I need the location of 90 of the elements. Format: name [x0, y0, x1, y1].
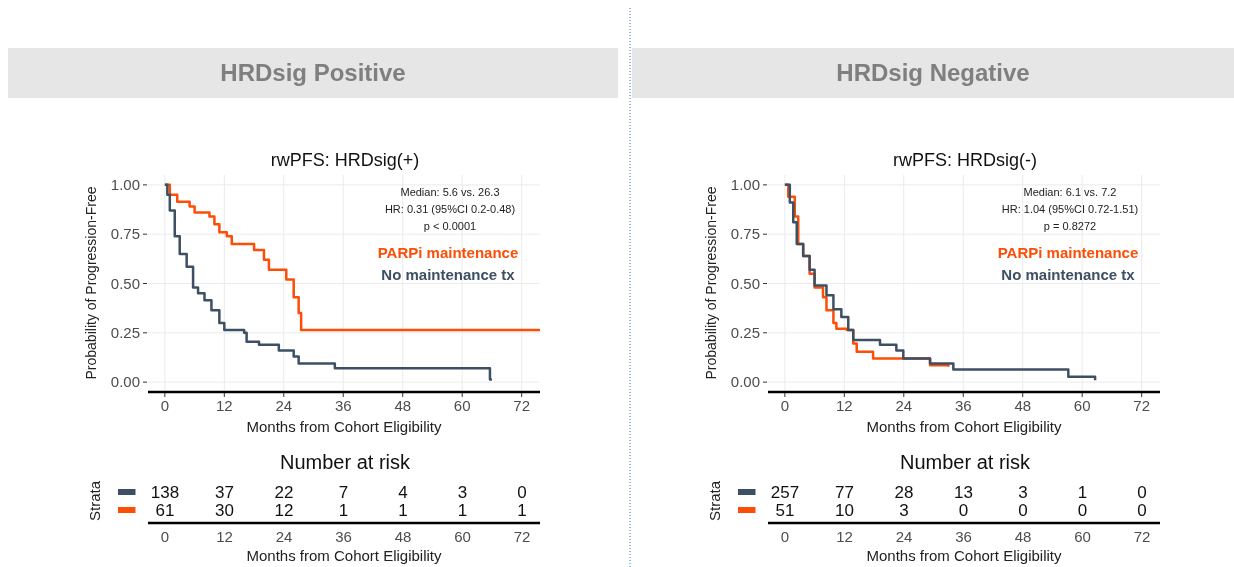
x-tick-label: 12	[835, 397, 853, 414]
x-tick-label: 36	[335, 528, 352, 545]
x-tick-label: 0	[780, 397, 790, 414]
x-tick-label: 72	[1133, 397, 1151, 414]
data-label: 0	[1018, 501, 1028, 520]
x-tick-label: 60	[1073, 397, 1091, 414]
chart-subtitle: rwPFS: HRDsig(-)	[893, 150, 1037, 170]
data-label: 1	[398, 501, 408, 520]
x-tick-label: 48	[1014, 397, 1032, 414]
y-tick-label: 0.25	[730, 324, 760, 342]
x-tick-label: 36	[954, 397, 972, 414]
annotation: p = 0.8272	[1043, 220, 1097, 232]
x-tick-label: 12	[215, 397, 233, 414]
data-label: 0	[1137, 483, 1147, 502]
x-tick-label: 0	[160, 397, 170, 414]
y-tick-label: 0.75	[730, 225, 760, 243]
x-tick-label: 24	[895, 397, 913, 414]
y-tick-label: 1.00	[110, 176, 140, 194]
x-tick-label: 24	[275, 528, 293, 545]
y-axis-title: Strata	[706, 480, 723, 522]
data-label: 61	[155, 501, 175, 520]
data-label: 0	[517, 483, 527, 502]
x-tick-label: 72	[1133, 528, 1151, 545]
y-tick-label: 0.50	[730, 274, 760, 292]
data-label: 30	[215, 501, 234, 520]
chart-title: Number at risk	[279, 451, 412, 473]
y-tick-label: 1.00	[730, 176, 760, 194]
x-tick-label: 36	[955, 528, 972, 545]
x-axis-title: Months from Cohort Eligibility	[246, 547, 443, 564]
chart-title: Number at risk	[899, 451, 1032, 473]
x-tick-label: 72	[513, 397, 531, 414]
y-tick-label: 0.75	[110, 225, 140, 243]
x-tick-label: 36	[334, 397, 352, 414]
data-label: 10	[835, 501, 854, 520]
annotation: Median: 5.6 vs. 26.3	[400, 186, 500, 198]
data-label: 3	[457, 483, 468, 502]
x-axis-title: Months from Cohort Eligibility	[866, 418, 1063, 435]
data-label: 0	[1077, 501, 1088, 520]
chart-subtitle: rwPFS: HRDsig(+)	[270, 150, 420, 170]
text: No maintenance tx	[381, 266, 516, 283]
annotation: p < 0.0001	[423, 220, 477, 232]
x-tick-label: 48	[1014, 528, 1032, 545]
x-axis-title: Months from Cohort Eligibility	[866, 547, 1063, 564]
x-tick-label: 0	[160, 528, 170, 545]
data-label: 1	[338, 501, 349, 520]
data-label: 1	[457, 501, 468, 520]
x-tick-label: 48	[394, 397, 412, 414]
chart-title: HRDsig Positive	[220, 59, 406, 86]
y-axis-title: Probability of Progression-Free	[83, 186, 99, 380]
data-label: 138	[150, 483, 180, 502]
data-label: 3	[1018, 483, 1028, 502]
text: PARPi maintenance	[377, 244, 519, 261]
x-axis-title: Months from Cohort Eligibility	[246, 418, 443, 435]
data-label: 77	[835, 483, 854, 502]
data-label: 51	[775, 501, 795, 520]
x-tick-label: 12	[216, 528, 233, 545]
data-label: 7	[338, 483, 349, 502]
data-label: 0	[958, 501, 969, 520]
data-label: 1	[1077, 483, 1088, 502]
y-tick-label: 0.00	[110, 373, 140, 391]
y-tick-label: 0.50	[110, 274, 140, 292]
x-tick-label: 60	[453, 397, 471, 414]
x-tick-label: 24	[275, 397, 293, 414]
x-tick-label: 12	[836, 528, 853, 545]
annotation: HR: 1.04 (95%CI 0.72-1.51)	[1001, 203, 1139, 215]
data-label: 257	[770, 483, 800, 502]
y-axis-title: Strata	[86, 480, 103, 522]
x-tick-label: 24	[895, 528, 913, 545]
x-tick-label: 60	[454, 528, 471, 545]
annotation: HR: 0.31 (95%CI 0.2-0.48)	[384, 203, 516, 215]
annotation: Median: 6.1 vs. 7.2	[1023, 186, 1117, 198]
y-tick-label: 0.00	[730, 373, 760, 391]
data-label: 0	[1137, 501, 1147, 520]
text: No maintenance tx	[1001, 266, 1136, 283]
data-label: 4	[398, 483, 408, 502]
data-label: 1	[517, 501, 527, 520]
data-label: 37	[215, 483, 234, 502]
y-axis-title: Probability of Progression-Free	[703, 186, 719, 380]
data-label: 22	[274, 483, 294, 502]
data-label: 12	[274, 501, 294, 520]
data-label: 28	[894, 483, 914, 502]
x-tick-label: 48	[394, 528, 412, 545]
x-tick-label: 72	[513, 528, 531, 545]
text: PARPi maintenance	[997, 244, 1139, 261]
data-label: 13	[954, 483, 973, 502]
x-tick-label: 0	[780, 528, 790, 545]
chart-title: HRDsig Negative	[836, 59, 1030, 86]
data-label: 3	[899, 501, 909, 520]
x-tick-label: 60	[1074, 528, 1091, 545]
y-tick-label: 0.25	[110, 324, 140, 342]
